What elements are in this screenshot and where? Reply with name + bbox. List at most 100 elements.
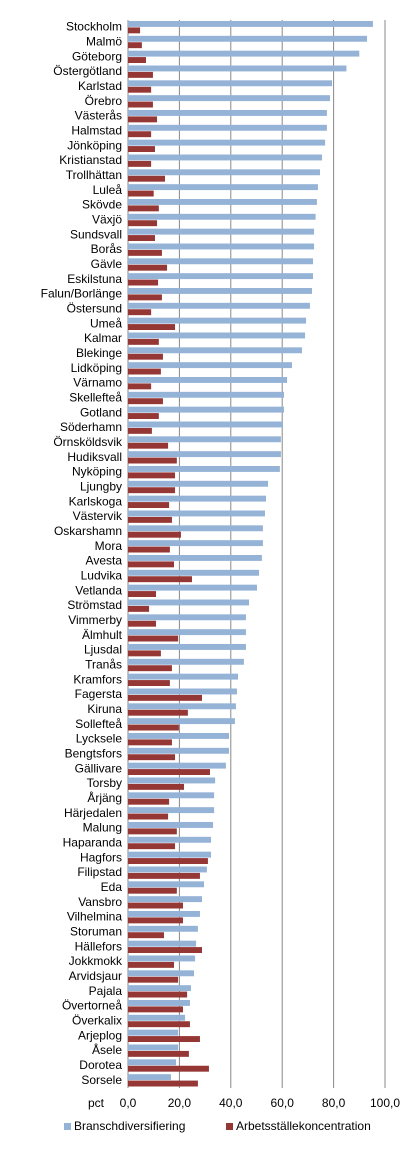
- y-tick-label: Tranås: [85, 657, 122, 671]
- y-tick-label: Sundsvall: [70, 227, 122, 241]
- bar: [128, 1059, 177, 1066]
- y-tick-label: Hagfors: [80, 850, 122, 864]
- y-tick-label: Mora: [95, 539, 123, 553]
- bar: [128, 124, 327, 131]
- bar: [128, 347, 302, 354]
- bar: [128, 213, 316, 220]
- y-tick-label: Ludvika: [81, 568, 123, 582]
- bar: [128, 480, 269, 487]
- bar: [128, 495, 267, 502]
- bar: [128, 872, 200, 879]
- bar: [128, 71, 153, 78]
- y-tick-label: Fagersta: [75, 687, 123, 701]
- bar: [128, 813, 169, 820]
- bar: [128, 472, 176, 479]
- bar: [128, 57, 146, 63]
- bar: [128, 1021, 190, 1028]
- y-tick-label: Vansbro: [78, 895, 122, 909]
- x-tick-label: 100,0: [370, 1096, 400, 1110]
- bar: [128, 294, 162, 301]
- bar: [128, 591, 157, 597]
- bar: [128, 502, 170, 508]
- bar: [128, 798, 170, 805]
- x-tick-label: 40,0: [219, 1096, 243, 1110]
- y-tick-label: Pajala: [89, 984, 123, 998]
- bar: [128, 851, 212, 858]
- legend-label: Arbetsställekoncentration: [236, 1119, 371, 1133]
- y-tick-label: Ljusdal: [84, 643, 122, 657]
- bar: [128, 644, 246, 650]
- y-tick-label: Sollefteå: [75, 717, 122, 731]
- bar: [128, 116, 158, 123]
- bar: [128, 1000, 190, 1006]
- y-tick-label: Kristianstad: [59, 153, 122, 167]
- bar: [128, 451, 281, 458]
- bar: [128, 733, 230, 739]
- bar: [128, 353, 163, 360]
- y-tick-label: Kiruna: [87, 702, 122, 716]
- y-tick-label: Östergötland: [53, 64, 122, 78]
- bar: [128, 146, 155, 152]
- y-tick-label: Älmhult: [82, 628, 123, 642]
- bar: [128, 783, 185, 790]
- legend-swatch: [64, 1123, 71, 1130]
- bar: [128, 658, 244, 665]
- bar: [128, 516, 172, 523]
- bar: [128, 199, 317, 205]
- y-tick-label: Bengtsfors: [65, 746, 122, 760]
- bar: [128, 101, 153, 108]
- y-tick-label: Vilhelmina: [67, 910, 122, 924]
- bar: [128, 940, 197, 947]
- y-tick-label: Lycksele: [76, 732, 123, 746]
- y-tick-label: Örnsköldsvik: [53, 435, 123, 449]
- bar: [128, 487, 176, 494]
- bar: [128, 436, 281, 443]
- y-tick-label: Växjö: [92, 212, 122, 226]
- y-tick-label: Örebro: [85, 94, 123, 108]
- bar: [128, 584, 258, 591]
- bar: [128, 302, 310, 309]
- bar: [128, 887, 177, 894]
- bar: [128, 828, 177, 835]
- y-tick-label: Jokkmokk: [69, 954, 123, 968]
- bar: [128, 258, 314, 265]
- bar: [128, 858, 208, 864]
- y-tick-label: Åsele: [92, 1042, 122, 1057]
- bar: [128, 243, 315, 250]
- bar: [128, 709, 188, 716]
- bar: [128, 160, 152, 167]
- y-tick-label: Umeå: [90, 316, 122, 330]
- bar: [128, 620, 157, 627]
- bar: [128, 955, 196, 962]
- bar: [128, 614, 246, 621]
- bar: [128, 777, 216, 784]
- bar: [128, 391, 284, 398]
- bar: [128, 442, 169, 449]
- bar: [128, 635, 179, 642]
- y-tick-label: Vetlanda: [75, 583, 122, 597]
- bar: [128, 427, 152, 434]
- bar: [128, 970, 195, 977]
- bar: [128, 362, 292, 369]
- y-tick-label: Malung: [83, 821, 122, 835]
- bar: [128, 985, 191, 992]
- y-tick-label: Östersund: [67, 301, 122, 315]
- bar: [128, 273, 314, 280]
- y-tick-label: Halmstad: [71, 123, 122, 137]
- bar: [128, 406, 284, 413]
- bar: [128, 718, 235, 725]
- bar: [128, 65, 347, 72]
- y-tick-label: Sorsele: [81, 1073, 122, 1087]
- bar: [128, 131, 152, 138]
- bar: [128, 555, 262, 561]
- bar: [128, 569, 260, 576]
- x-axis-label: pct: [88, 1096, 105, 1110]
- bar: [128, 673, 238, 680]
- bar: [128, 961, 175, 968]
- y-tick-label: Malmö: [86, 34, 122, 48]
- bar: [128, 1029, 179, 1036]
- bar: [128, 235, 155, 241]
- y-tick-label: Vimmerby: [68, 613, 122, 627]
- y-tick-label: Trollhättan: [66, 168, 122, 182]
- y-tick-label: Västervik: [73, 509, 123, 523]
